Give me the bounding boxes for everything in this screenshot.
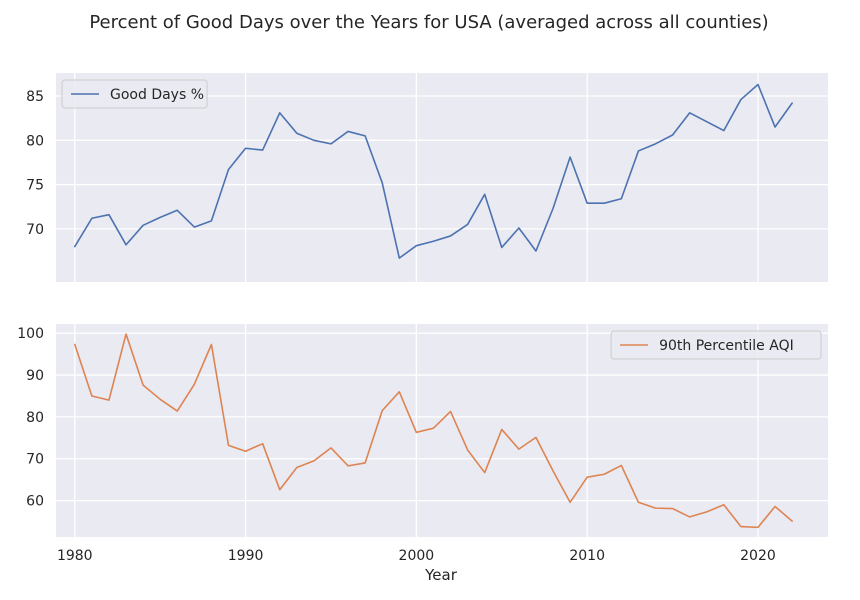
x-tick-label: 2020 <box>740 548 776 564</box>
panel-good-days: 70 75 80 85 Good Days % <box>26 73 828 282</box>
legend-box <box>61 79 208 109</box>
y-tick-label: 90 <box>26 368 44 384</box>
legend-aqi: 90th Percentile AQI <box>610 330 822 360</box>
grid-aqi <box>56 324 828 537</box>
x-tick-label: 2000 <box>399 548 435 564</box>
legend-label: 90th Percentile AQI <box>659 338 794 354</box>
y-tick-label: 80 <box>26 410 44 426</box>
y-tick-label: 100 <box>17 326 44 342</box>
x-tick-labels: 1980 1990 2000 2010 2020 <box>57 548 776 564</box>
series-line-aqi <box>73 333 793 529</box>
series-layer-aqi <box>73 333 793 529</box>
y-tick-labels-aqi: 60 70 80 90 100 <box>17 326 44 509</box>
x-tick-label: 1990 <box>228 548 264 564</box>
y-tick-label: 60 <box>26 494 44 510</box>
legend-label: Good Days % <box>110 87 204 103</box>
y-tick-label: 70 <box>26 452 44 468</box>
panel-aqi: 60 70 80 90 100 1980 1990 2000 2010 2020 90th Pe… <box>17 324 828 564</box>
y-tick-labels-good-days: 70 75 80 85 <box>26 89 44 238</box>
legend-good-days: Good Days % <box>61 79 208 109</box>
y-tick-label: 85 <box>26 89 44 105</box>
chart-title: Percent of Good Days over the Years for … <box>89 12 768 33</box>
y-tick-label: 75 <box>26 178 44 194</box>
series-layer-good-days <box>73 83 793 259</box>
x-axis-label: Year <box>424 566 458 584</box>
series-line-good-days <box>73 83 793 259</box>
x-tick-label: 2010 <box>569 548 605 564</box>
legend-box <box>610 330 822 360</box>
y-tick-label: 80 <box>26 133 44 149</box>
x-tick-label: 1980 <box>57 548 93 564</box>
y-tick-label: 70 <box>26 222 44 238</box>
